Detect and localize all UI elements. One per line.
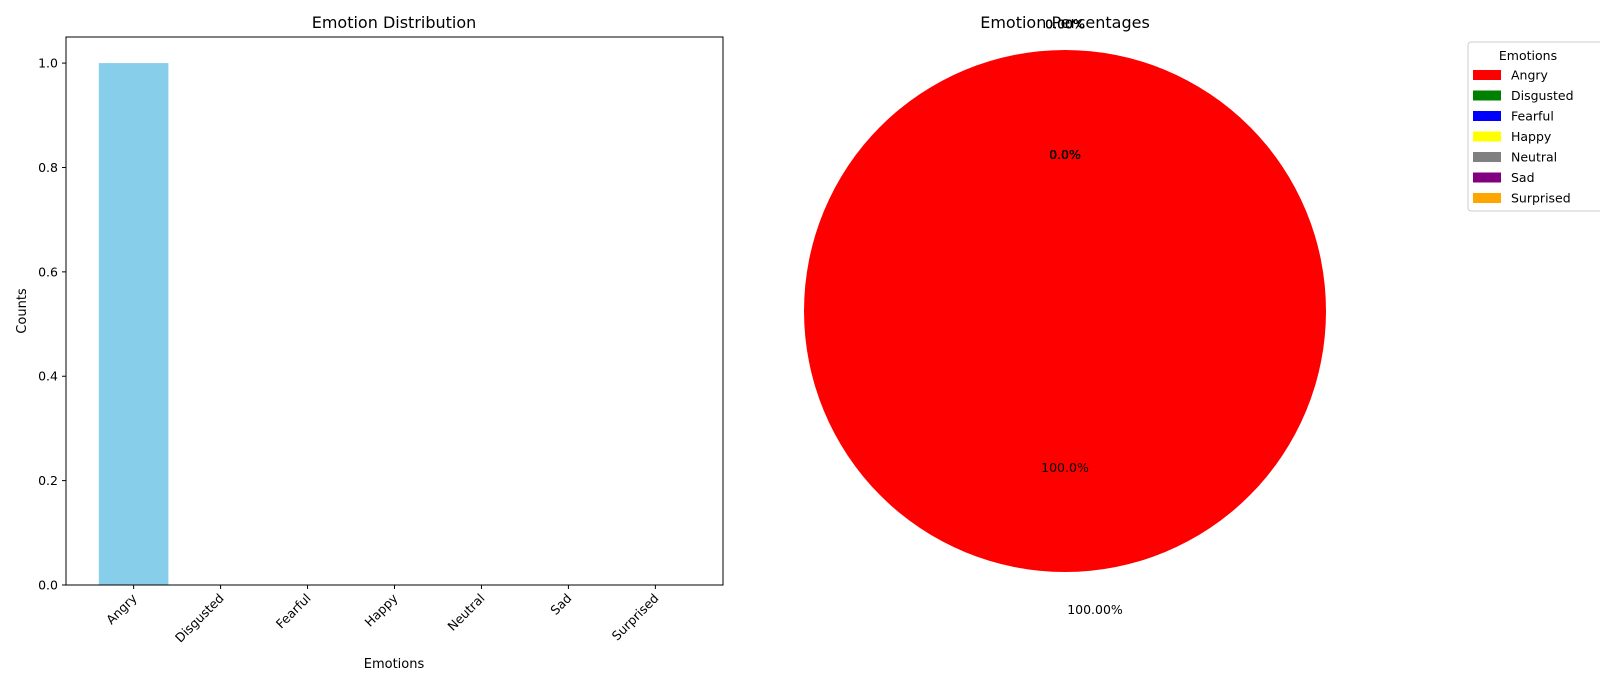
legend-swatch-sad [1473,172,1501,183]
legend-swatch-disgusted [1473,90,1501,101]
legend-swatch-fearful [1473,111,1501,121]
legend-label-sad: Sad [1511,170,1535,185]
bar-chart-title: Emotion Distribution [312,13,477,32]
legend-swatch-angry [1473,70,1501,80]
legend-swatch-surprised [1473,193,1501,203]
legend-swatch-neutral [1473,152,1501,162]
pie-legend: Emotions Angry Disgusted Fearful Happy Neutr… [1467,41,1600,212]
pie-chart: Emotion Percentages 100.0% 100.00% 0.0% 0.0… [804,13,1326,617]
bar-y-tick-label: 0.6 [38,264,58,279]
pie-labels: 100.0%100.00%0.0%0.00%0.0%0.00%0.0%0.00%… [1041,16,1123,617]
pie-slice-angry [804,50,1326,572]
legend-items: Angry Disgusted Fearful Happy Neutral Sad Surp… [1473,68,1574,206]
pie-pct-label: 0.0% [1049,147,1081,162]
bar-y-axis-label: Counts [15,288,30,334]
bar-y-tick-label: 0.8 [38,160,58,175]
bar-chart: Emotion Distribution 0.00.20.40.60.81.0 … [15,13,724,672]
pie-pct-label: 100.0% [1041,460,1089,475]
pie-pct-label: 0.0% [1049,147,1081,162]
bar-y-tick-label: 1.0 [38,56,58,71]
pie-outer-label: 0.00% [1045,16,1085,31]
legend-frame [1467,41,1600,212]
bar-y-ticks: 0.0 0.2 0.4 0.6 0.8 1.0 [38,56,66,593]
bar-x-tick-label: Sad [547,591,574,618]
bar-x-tick-label: Angry [103,590,140,627]
pie-outer-label: 0.00% [1045,16,1085,31]
bar-x-tick-label: Happy [361,590,401,630]
bar-x-tick-label: Fearful [273,591,314,632]
bar-marks [98,63,169,586]
pie-outer-label: 0.00% [1045,16,1085,31]
pie-marks [804,50,1326,572]
bar-x-tick-label: Neutral [444,591,487,634]
legend-label-angry: Angry [1511,68,1549,83]
legend-swatch-happy [1473,131,1501,142]
bar-x-axis-label: Emotions [364,657,425,672]
pie-pct-label: 0.0% [1049,147,1081,162]
pie-outer-label: 0.00% [1045,16,1085,31]
bar-x-tick-label: Disgusted [172,591,227,646]
legend-label-disgusted: Disgusted [1511,88,1574,103]
bar-y-tick-label: 0.0 [38,578,58,593]
bar-x-tick-label: Surprised [609,591,662,644]
bar-y-tick-label: 0.2 [38,473,58,488]
bar-angry [98,63,169,586]
pie-outer-label: 100.00% [1067,602,1123,617]
pie-pct-label: 0.0% [1049,147,1081,162]
legend-title: Emotions [1499,48,1557,63]
legend-label-fearful: Fearful [1511,109,1554,124]
legend-label-surprised: Surprised [1511,191,1571,206]
pie-outer-label: 0.00% [1045,16,1085,31]
pie-pct-label: 0.0% [1049,147,1081,162]
pie-outer-label: 0.00% [1045,16,1085,31]
bar-x-ticks: Angry Disgusted Fearful Happy Neutral Sad Surp… [103,585,661,645]
pie-pct-label: 0.0% [1049,147,1081,162]
legend-label-happy: Happy [1511,129,1552,144]
legend-label-neutral: Neutral [1511,150,1557,165]
pie-chart-title: Emotion Percentages [980,13,1150,32]
bar-y-tick-label: 0.4 [38,369,58,384]
